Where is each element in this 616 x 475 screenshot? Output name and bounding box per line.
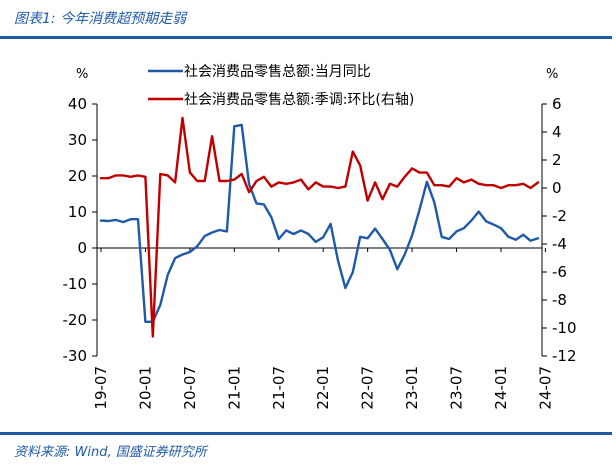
legend-label: 社会消费品零售总额:季调:环比(右轴) <box>184 92 414 108</box>
x-tick-label: 22-01 <box>314 366 332 410</box>
series-lines <box>99 116 540 338</box>
title-rule <box>0 36 612 39</box>
axes <box>96 104 543 356</box>
left-tick-label: -20 <box>63 311 88 329</box>
right-axis-unit: % <box>546 67 558 82</box>
left-tick-label: 10 <box>68 203 87 221</box>
left-tick-label: 30 <box>68 131 87 149</box>
x-tick-label: 21-07 <box>270 366 288 410</box>
x-tick-label: 19-07 <box>92 366 110 410</box>
right-tick-label: 2 <box>552 151 562 169</box>
x-tick-label: 20-01 <box>136 366 154 410</box>
right-tick-label: 4 <box>552 123 562 141</box>
x-tick-label: 23-07 <box>448 366 466 410</box>
x-tick-label: 24-01 <box>492 366 510 410</box>
chart-title: 图表1: 今年消费超预期走弱 <box>14 11 187 27</box>
right-tick-label: -10 <box>552 319 577 337</box>
left-tick-label: 0 <box>77 239 87 257</box>
left-axis-unit: % <box>76 67 88 82</box>
x-tick-label: 23-01 <box>403 366 421 410</box>
x-tick-label: 20-07 <box>181 366 199 410</box>
source-rule <box>0 432 612 435</box>
left-tick-label: 20 <box>68 167 87 185</box>
left-tick-label: -10 <box>63 275 88 293</box>
source-note: 资料来源: Wind, 国盛证券研究所 <box>14 445 207 460</box>
left-tick-label: 40 <box>68 95 87 113</box>
x-tick-label: 21-01 <box>225 366 243 410</box>
right-tick-label: -12 <box>552 347 577 365</box>
right-tick-label: -8 <box>552 291 567 309</box>
right-tick-label: -2 <box>552 207 567 225</box>
series-line-mom <box>99 116 540 338</box>
right-tick-label: -6 <box>552 263 567 281</box>
series-line-yoy <box>99 123 540 323</box>
right-tick-label: 0 <box>552 179 562 197</box>
legend-label: 社会消费品零售总额:当月同比 <box>184 64 371 80</box>
x-axis-ticks: 19-07 20-01 20-07 21-01 21-07 22-01 22-07 23-01… <box>92 248 554 410</box>
x-tick-label: 22-07 <box>359 366 377 410</box>
right-tick-label: -4 <box>552 235 567 253</box>
left-tick-label: -30 <box>63 347 88 365</box>
right-tick-label: 6 <box>552 95 562 113</box>
x-tick-label: 24-07 <box>536 366 554 410</box>
right-axis-ticks: 6 4 2 0 -2 -4 -6 -8 -10 -12 <box>542 95 577 365</box>
left-axis-ticks: 40 30 20 10 0 -10 -20 -30 <box>63 95 97 365</box>
